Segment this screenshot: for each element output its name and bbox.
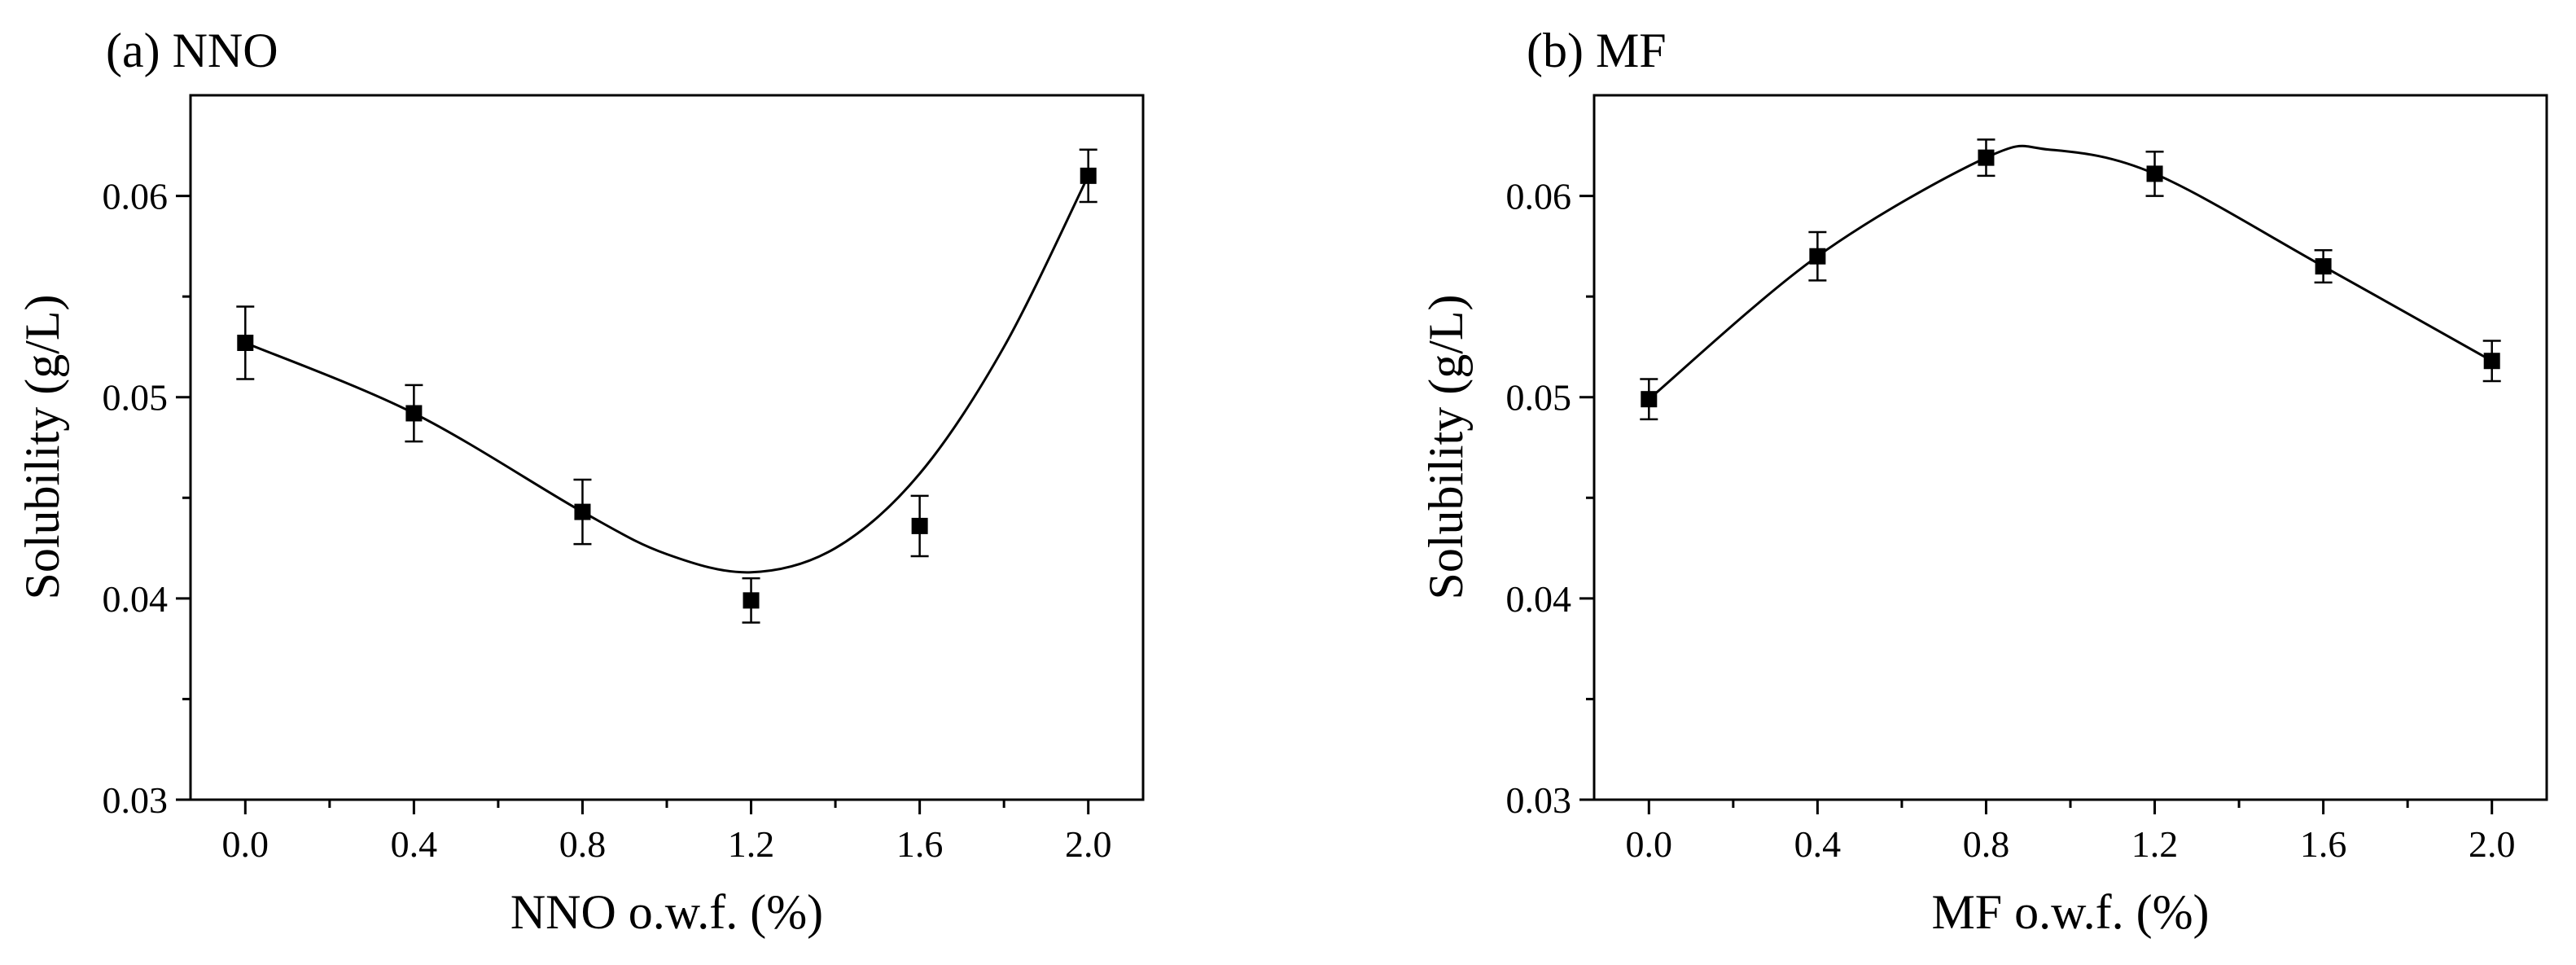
panel-b-x-tick-label: 1.2 bbox=[2131, 823, 2179, 865]
panel-a-markers bbox=[237, 167, 1097, 609]
panel-a-x-ticks: 0.0 0.4 0.8 1.2 1.6 2.0 bbox=[222, 800, 1112, 865]
panel-b-x-axis-label: MF o.w.f. (%) bbox=[1931, 885, 2209, 939]
panel-b-markers bbox=[1641, 149, 2500, 408]
panel-a-data-point bbox=[574, 503, 591, 520]
panel-b-title: (b) MF bbox=[1527, 24, 1667, 77]
panel-a-y-tick-label: 0.04 bbox=[103, 578, 169, 620]
panel-b-error-bars bbox=[1640, 138, 2501, 421]
panel-a: (a) NNO 0.0 0.4 0.8 1.2 1.6 2.0 0.030.040.050… bbox=[15, 24, 1145, 939]
panel-b-y-axis-label: Solubility (g/L) bbox=[1419, 295, 1473, 600]
panel-b-x-tick-label: 2.0 bbox=[2469, 823, 2516, 865]
panel-a-x-tick-label: 1.2 bbox=[728, 823, 775, 865]
panel-b-x-ticks: 0.0 0.4 0.8 1.2 1.6 2.0 bbox=[1626, 800, 2516, 865]
panel-a-data-point bbox=[405, 405, 423, 422]
panel-a-y-tick-label: 0.05 bbox=[103, 377, 169, 419]
panel-a-x-tick-label: 0.8 bbox=[559, 823, 607, 865]
panel-b-y-tick-label: 0.04 bbox=[1506, 578, 1572, 620]
panel-a-title: (a) NNO bbox=[106, 24, 278, 77]
panel-b-data-point bbox=[2146, 165, 2163, 182]
panel-b-data-point bbox=[1641, 391, 1658, 408]
panel-a-y-tick-label: 0.03 bbox=[103, 779, 169, 821]
panel-a-data-point bbox=[237, 334, 254, 351]
panel-a-data-point bbox=[743, 592, 760, 609]
panel-a-y-axis-label: Solubility (g/L) bbox=[15, 295, 69, 600]
panel-b-data-point bbox=[2315, 258, 2332, 275]
panel-b-y-ticks: 0.03 0.04 0.05 0.06 bbox=[1506, 176, 1594, 821]
panel-b-x-tick-label: 1.6 bbox=[2300, 823, 2347, 865]
panel-b: (b) MF 0.0 0.4 0.8 1.2 1.6 2.0 0.030.040.050.… bbox=[1419, 24, 2548, 939]
panel-a-x-tick-label: 1.6 bbox=[896, 823, 944, 865]
panel-a-error-bars bbox=[236, 148, 1097, 624]
panel-a-y-tick-label: 0.06 bbox=[103, 176, 169, 217]
panel-b-y-tick-label: 0.03 bbox=[1506, 779, 1572, 821]
panel-a-x-axis-label: NNO o.w.f. (%) bbox=[510, 885, 823, 939]
panel-a-data-point bbox=[1080, 167, 1097, 184]
panel-a-x-tick-label: 0.0 bbox=[222, 823, 269, 865]
panel-b-data-point bbox=[1978, 149, 1995, 166]
panel-a-y-ticks: 0.03 0.04 0.05 0.06 bbox=[103, 176, 191, 821]
panel-b-y-tick-label: 0.06 bbox=[1506, 176, 1572, 217]
panel-b-data-point bbox=[2483, 353, 2500, 370]
panel-a-x-tick-label: 2.0 bbox=[1065, 823, 1112, 865]
panel-b-fit-curve bbox=[1648, 144, 2493, 401]
panel-a-x-tick-label: 0.4 bbox=[391, 823, 438, 865]
panel-b-x-tick-label: 0.8 bbox=[1963, 823, 2010, 865]
panel-a-data-point bbox=[911, 517, 928, 534]
panel-b-x-tick-label: 0.4 bbox=[1794, 823, 1842, 865]
panel-b-y-tick-label: 0.05 bbox=[1506, 377, 1572, 419]
panel-b-data-point bbox=[1809, 248, 1826, 265]
panel-a-fit-curve bbox=[244, 175, 1090, 574]
panel-b-x-tick-label: 0.0 bbox=[1626, 823, 1673, 865]
panel-b-plot-frame bbox=[1592, 94, 2548, 801]
panel-a-plot-frame bbox=[189, 94, 1145, 801]
